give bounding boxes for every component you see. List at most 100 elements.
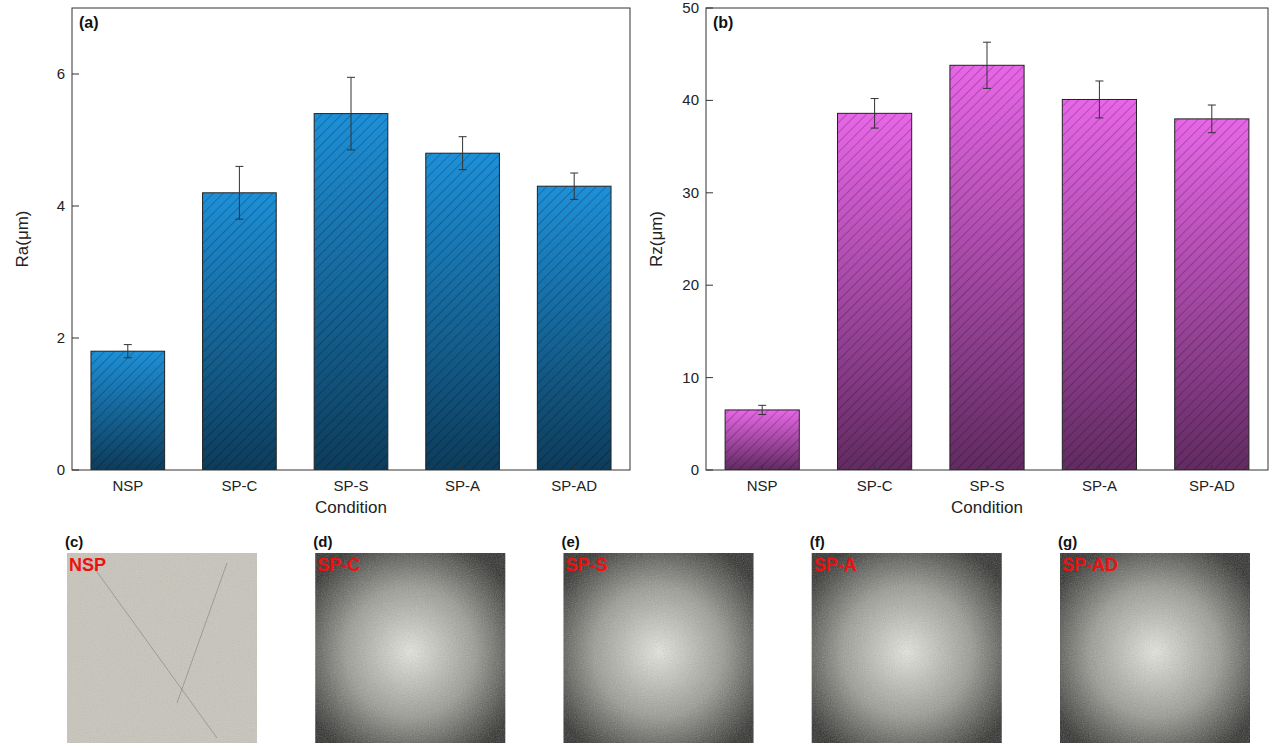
panel-letter: (e)	[562, 533, 580, 550]
bar	[838, 113, 912, 470]
bar-hatch	[537, 186, 611, 470]
micrograph-panel: (e) SP-S	[562, 533, 754, 743]
error-cap	[347, 149, 355, 150]
y-tick	[706, 8, 713, 9]
error-bar	[1095, 81, 1103, 118]
x-tick	[1099, 465, 1100, 470]
y-tick-label: 0	[691, 461, 699, 478]
error-stem	[1099, 81, 1100, 118]
x-tick-label: SP-C	[221, 477, 257, 494]
micrograph-texture	[564, 553, 754, 743]
plot-frame	[706, 8, 1268, 470]
error-bar	[871, 99, 879, 129]
error-cap	[1208, 105, 1216, 106]
error-cap	[570, 199, 578, 200]
x-tick	[574, 465, 575, 470]
bar-hatch	[426, 153, 500, 470]
error-stem	[987, 42, 988, 88]
micrograph	[67, 553, 257, 743]
bar	[537, 186, 611, 470]
micrograph-panel: (f)SP-A	[810, 533, 1002, 743]
marks	[725, 42, 1249, 470]
micrograph	[564, 553, 754, 743]
error-bar	[235, 166, 243, 219]
bar-hatch	[1175, 119, 1249, 470]
error-cap	[570, 173, 578, 174]
y-tick-label: 50	[682, 0, 699, 16]
x-tick	[239, 465, 240, 470]
error-cap	[758, 414, 766, 415]
bar	[426, 153, 500, 470]
error-stem	[462, 137, 463, 170]
micrograph-label: SP-AD	[1062, 555, 1118, 575]
y-tick-label: 6	[57, 65, 65, 82]
bar-hatch	[950, 65, 1024, 470]
bar-hatch	[1062, 99, 1136, 470]
error-bar	[758, 405, 766, 414]
panel-letter: (g)	[1058, 533, 1077, 550]
surface-scratch	[87, 558, 227, 738]
error-cap	[983, 42, 991, 43]
micrograph	[1060, 553, 1250, 743]
error-cap	[459, 136, 467, 137]
error-cap	[235, 219, 243, 220]
error-stem	[874, 99, 875, 129]
micrograph-texture	[1060, 553, 1250, 743]
y-tick	[706, 377, 713, 378]
micrograph-panel: (c) NSP	[65, 533, 257, 743]
micrograph-label: SP-S	[566, 555, 608, 575]
panel-letter: (b)	[713, 14, 733, 31]
micrograph-panel: (g) SP-AD	[1058, 533, 1250, 743]
x-tick	[351, 465, 352, 470]
y-tick	[72, 206, 79, 207]
x-tick-label: SP-AD	[1189, 477, 1235, 494]
bar-hatch	[203, 193, 277, 470]
x-axis-title: Condition	[951, 498, 1023, 517]
error-cap	[235, 166, 243, 167]
x-tick	[462, 465, 463, 470]
x-tick-label: SP-S	[969, 477, 1004, 494]
bar-hatch	[725, 410, 799, 470]
error-stem	[127, 345, 128, 358]
error-cap	[871, 128, 879, 129]
error-cap	[1095, 80, 1103, 81]
micrograph	[315, 553, 505, 743]
panel-letter: (c)	[65, 533, 83, 550]
x-tick-label: SP-S	[333, 477, 368, 494]
error-bar	[983, 42, 991, 88]
error-cap	[1095, 117, 1103, 118]
micrograph-label: SP-C	[317, 555, 360, 575]
y-tick-label: 2	[57, 329, 65, 346]
error-cap	[124, 344, 132, 345]
error-stem	[762, 405, 763, 414]
error-stem	[1211, 105, 1212, 133]
y-tick-label: 20	[682, 276, 699, 293]
y-tick	[72, 470, 79, 471]
x-tick	[127, 465, 128, 470]
y-tick-label: 0	[57, 461, 65, 478]
error-bar	[570, 173, 578, 199]
bar	[314, 114, 388, 470]
error-cap	[459, 169, 467, 170]
panel-letter: (d)	[313, 533, 332, 550]
bar	[1062, 99, 1136, 470]
error-bar	[1208, 105, 1216, 133]
error-stem	[239, 166, 240, 219]
panel-1: 01020304050NSPSP-CSP-SSP-ASP-ADCondition…	[647, 0, 1268, 517]
x-tick	[987, 465, 988, 470]
micrograph	[812, 553, 1002, 743]
x-tick-label: SP-A	[1082, 477, 1117, 494]
error-bar	[124, 345, 132, 358]
y-tick	[706, 192, 713, 193]
x-tick-label: NSP	[112, 477, 143, 494]
y-tick-label: 10	[682, 369, 699, 386]
error-cap	[871, 98, 879, 99]
error-cap	[1208, 132, 1216, 133]
micrograph-texture	[67, 553, 257, 743]
bar-hatch	[838, 113, 912, 470]
y-tick-label: 40	[682, 91, 699, 108]
bar-hatch	[91, 351, 165, 470]
error-stem	[351, 77, 352, 150]
plot-frame	[72, 8, 630, 470]
micrograph-label: NSP	[69, 555, 106, 575]
